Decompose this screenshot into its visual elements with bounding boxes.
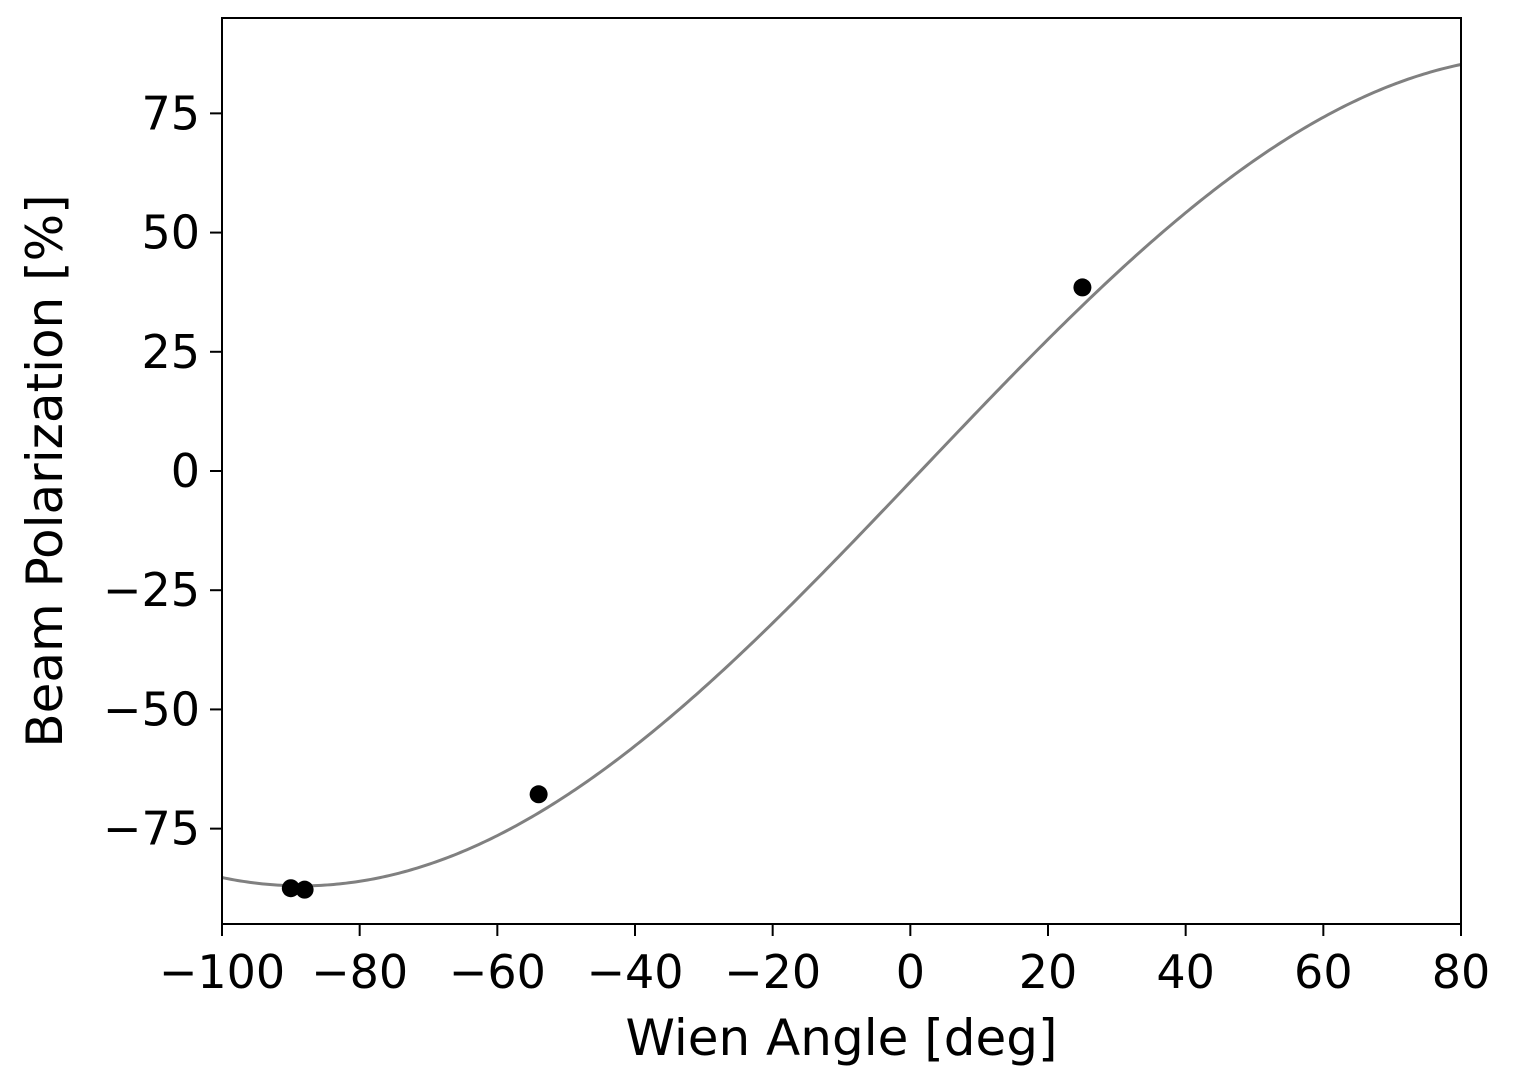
data-point: [1073, 278, 1092, 297]
data-points-layer: [281, 278, 1092, 899]
x-tick-label: 20: [1019, 945, 1078, 999]
x-tick-label: −40: [586, 945, 683, 999]
y-tick-label: 0: [171, 444, 200, 498]
x-tick-label: −100: [159, 945, 285, 999]
x-axis-label: Wien Angle [deg]: [625, 1009, 1057, 1067]
y-axis: −75 −50 −25 0 25 50 75: [103, 86, 222, 856]
plot-frame: [221, 17, 1462, 925]
y-tick-label: 75: [141, 86, 200, 140]
x-tick-label: −80: [311, 945, 408, 999]
y-tick-label: −50: [103, 682, 200, 736]
fit-curve: [221, 63, 1462, 888]
x-axis: −100 −80 −60 −40 −20 0 20 40 60 80: [159, 924, 1490, 999]
fit-curve-layer: [221, 63, 1462, 888]
x-tick-label: −60: [449, 945, 546, 999]
x-tick-label: 0: [896, 945, 925, 999]
data-point: [529, 785, 548, 804]
y-tick-label: −75: [103, 802, 200, 856]
x-tick-label: 60: [1294, 945, 1353, 999]
y-axis-label: Beam Polarization [%]: [16, 194, 74, 747]
y-tick-label: 50: [141, 206, 200, 260]
y-tick-label: 25: [141, 325, 200, 379]
y-tick-label: −25: [103, 563, 200, 617]
x-tick-label: 80: [1432, 945, 1491, 999]
data-point: [295, 880, 314, 899]
data-point: [281, 879, 300, 898]
x-tick-label: 40: [1156, 945, 1215, 999]
x-tick-label: −20: [724, 945, 821, 999]
